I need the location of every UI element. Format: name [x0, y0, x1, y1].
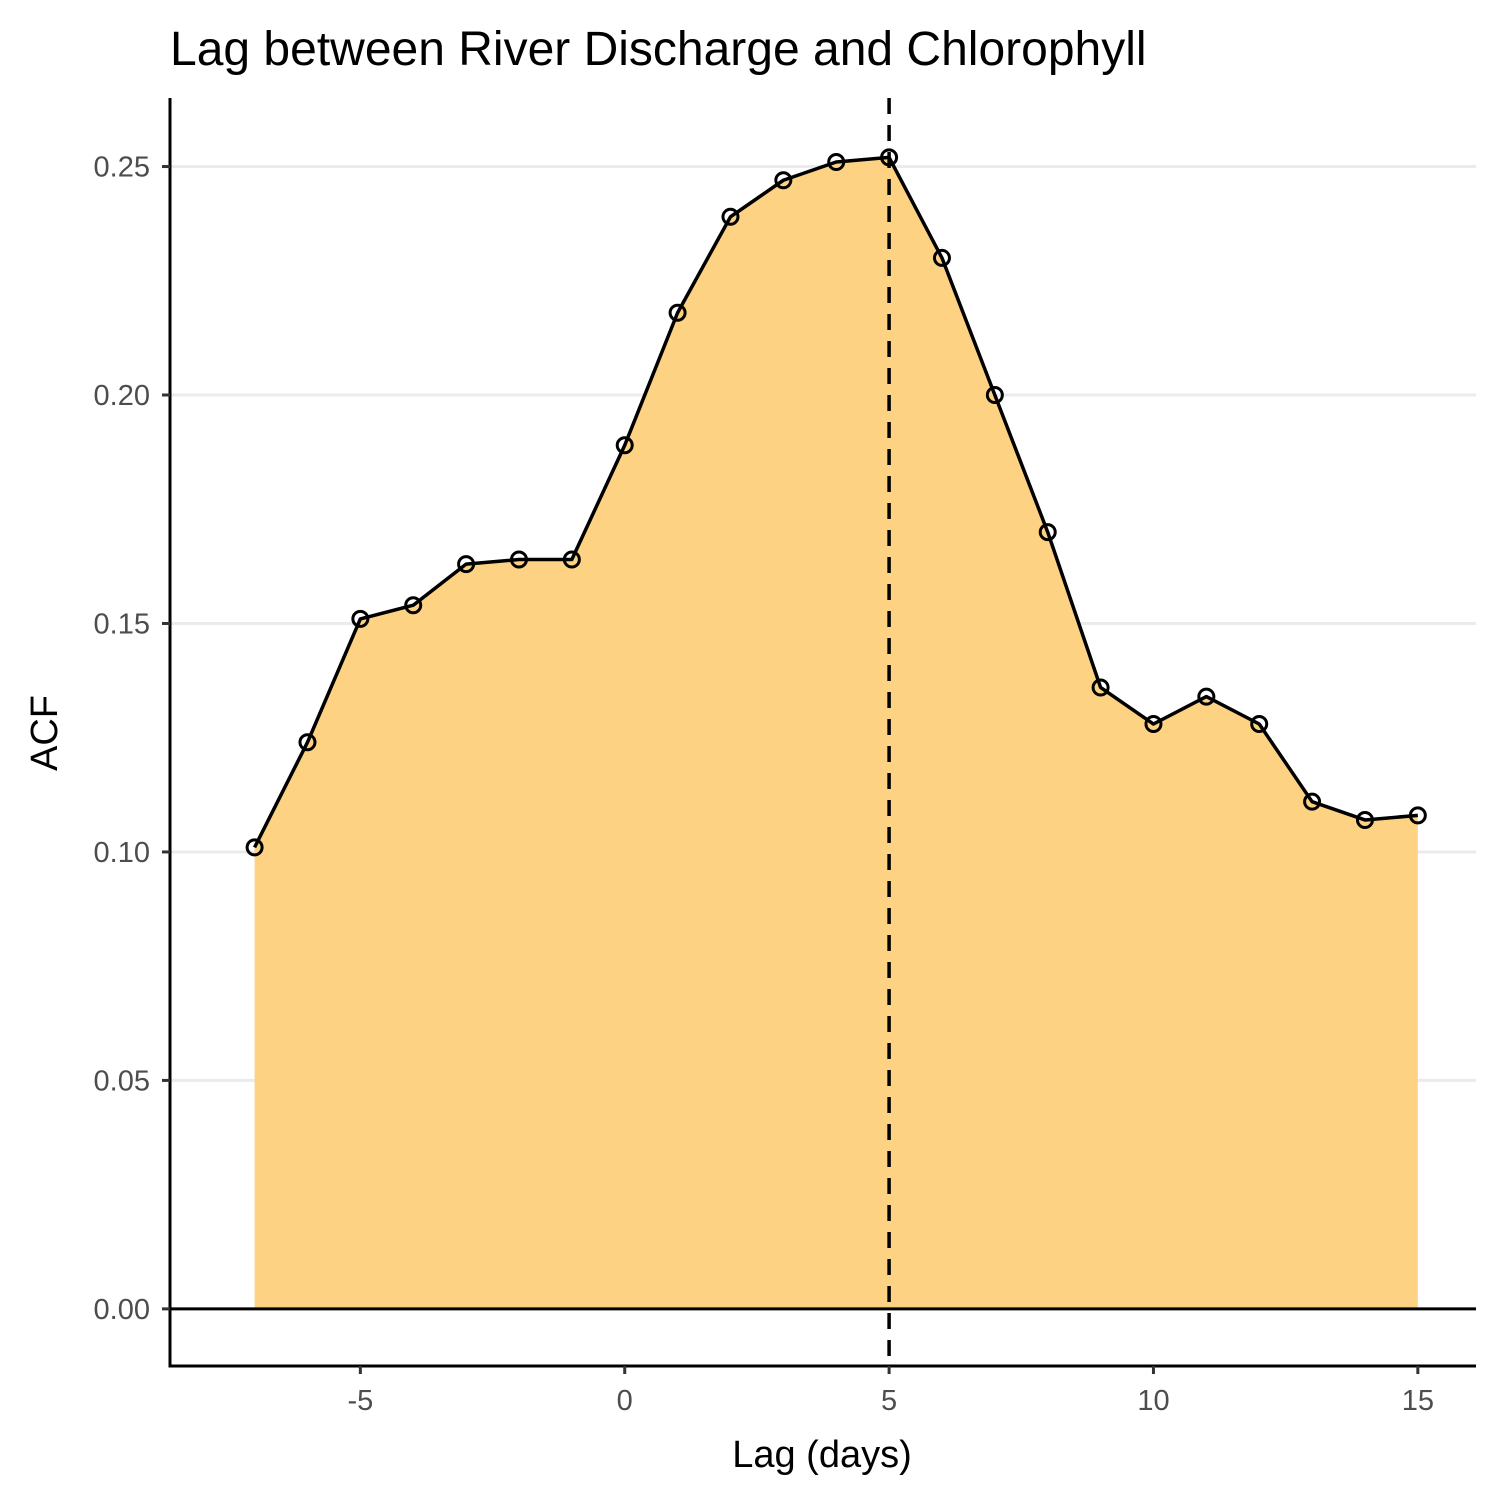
data-point-12	[880, 148, 899, 167]
data-point-21	[1355, 810, 1374, 829]
data-point-4	[457, 555, 476, 574]
data-point-10	[774, 171, 793, 190]
x-axis-label: Lag (days)	[732, 1434, 912, 1476]
x-tick-label-3: 10	[1137, 1385, 1169, 1417]
acf-series-line	[253, 155, 1418, 849]
data-point-2	[351, 609, 370, 628]
data-point-9	[721, 207, 740, 226]
data-point-8	[668, 303, 687, 322]
data-point-16	[1091, 678, 1110, 697]
acf-points	[245, 148, 1427, 857]
data-point-0	[245, 838, 264, 857]
data-point-5	[509, 550, 528, 569]
data-point-15	[1038, 523, 1057, 542]
chart-title: Lag between River Discharge and Chloroph…	[170, 23, 1147, 76]
data-point-3	[404, 596, 423, 615]
data-point-20	[1303, 792, 1322, 811]
x-tick-label-4: 15	[1402, 1385, 1434, 1417]
data-point-14	[985, 386, 1004, 405]
acf-area-fill	[254, 157, 1418, 1309]
data-point-18	[1197, 687, 1216, 706]
x-tick-label-0: -5	[347, 1385, 373, 1417]
y-tick-label-3: 0.15	[94, 608, 150, 640]
y-tick-label-4: 0.20	[94, 380, 150, 412]
y-axis-label: ACF	[24, 695, 66, 771]
y-tick-label-5: 0.25	[94, 152, 150, 184]
x-tick-label-2: 5	[881, 1385, 897, 1417]
data-point-11	[827, 152, 846, 171]
x-tick-label-1: 0	[617, 1385, 633, 1417]
data-point-22	[1408, 806, 1427, 825]
data-point-13	[932, 248, 951, 267]
data-point-6	[562, 550, 581, 569]
x-axis-ticks: -5 0 5 10 15	[347, 1366, 1434, 1417]
data-point-17	[1144, 715, 1163, 734]
y-tick-label-2: 0.10	[94, 837, 150, 869]
y-tick-label-0: 0.00	[94, 1294, 150, 1326]
y-tick-label-1: 0.05	[94, 1065, 150, 1097]
y-axis-ticks: 0.00 0.05 0.10 0.15 0.20 0.25	[94, 152, 170, 1326]
data-point-7	[615, 436, 634, 455]
data-point-1	[298, 733, 317, 752]
data-point-19	[1250, 715, 1269, 734]
